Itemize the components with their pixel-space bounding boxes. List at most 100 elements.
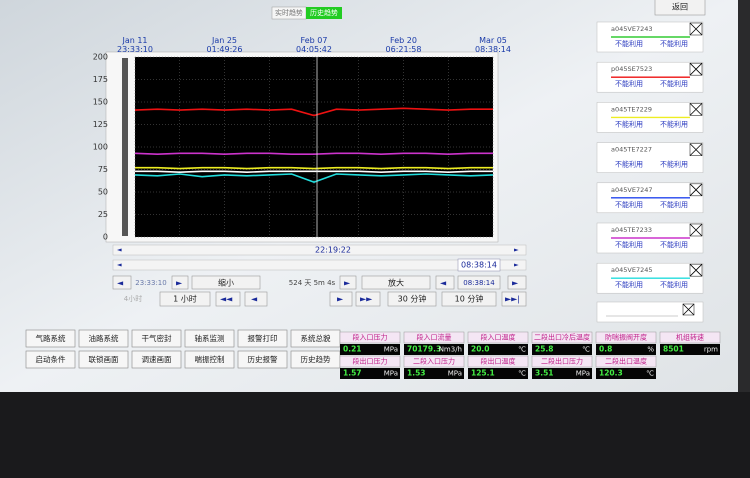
x-tick-label: Feb 20 06:21:58 <box>386 36 422 54</box>
reading-unit: ℃ <box>518 370 526 378</box>
nav-button[interactable] <box>25 329 76 348</box>
date: Mar 05 <box>479 36 507 45</box>
nav-label[interactable]: 报警打印 <box>248 333 278 343</box>
back-button[interactable] <box>654 0 706 16</box>
arrow[interactable]: ► <box>512 279 519 288</box>
reading-label: 段出口温度 <box>481 357 516 366</box>
close-x[interactable] <box>689 22 703 36</box>
nav-button[interactable] <box>131 329 182 348</box>
nav-label[interactable]: 气路系统 <box>36 333 66 343</box>
button[interactable] <box>191 275 261 290</box>
reading-unit: MPa <box>576 370 590 378</box>
arrow[interactable]: ► <box>514 262 519 269</box>
arrow[interactable]: ►► <box>360 295 373 304</box>
button[interactable] <box>457 275 501 290</box>
reading-value: 0.8 <box>599 345 612 354</box>
nav-label[interactable]: 历史报警 <box>248 354 278 364</box>
close-x[interactable] <box>689 143 703 156</box>
arrow[interactable]: ◄◄ <box>220 295 233 304</box>
close-x[interactable] <box>689 103 703 116</box>
arrow[interactable]: ►►| <box>505 295 520 304</box>
range-button[interactable]: 30 分钟 <box>398 294 427 304</box>
status-label: 不能利用 <box>660 39 688 48</box>
reading-unit: Nm3/h <box>439 346 462 354</box>
close-x[interactable] <box>689 263 703 277</box>
nav-button[interactable] <box>237 329 288 348</box>
arrow[interactable]: ◄ <box>117 262 122 269</box>
zoom-in[interactable]: 放大 <box>388 278 404 288</box>
status-label: 不能利用 <box>615 119 643 128</box>
button[interactable] <box>339 275 357 290</box>
button[interactable] <box>329 291 353 307</box>
legend-label: a045TE7233 <box>611 226 652 234</box>
range-button[interactable]: 10 分钟 <box>455 294 484 304</box>
nav-label[interactable]: 油路系统 <box>89 333 119 343</box>
status-label: 不能利用 <box>660 280 688 289</box>
nav-button[interactable] <box>78 350 129 369</box>
button[interactable] <box>501 291 527 307</box>
button[interactable] <box>435 275 455 290</box>
tab-label[interactable]: 实时趋势 <box>275 8 303 17</box>
arrow[interactable]: ◄ <box>117 279 124 288</box>
nav-button[interactable] <box>78 329 129 348</box>
status-label: 不能利用 <box>660 240 688 249</box>
arrow[interactable]: ◄ <box>117 247 122 254</box>
arrow[interactable]: ► <box>176 279 183 288</box>
back-label[interactable]: 返回 <box>672 3 688 12</box>
end-time: 08:38:14 <box>461 261 497 270</box>
scrollbar[interactable] <box>112 244 527 256</box>
button[interactable] <box>171 275 189 290</box>
button[interactable] <box>355 291 381 307</box>
nav-label[interactable]: 系统总貌 <box>301 333 331 343</box>
range-button[interactable]: 4小时 <box>124 294 142 303</box>
nav-button[interactable] <box>237 350 288 369</box>
arrow[interactable]: ► <box>514 247 519 254</box>
close-x[interactable] <box>689 183 703 197</box>
button[interactable] <box>441 291 497 307</box>
reading-label: 段入口流量 <box>417 333 452 342</box>
range-button[interactable]: 1 小时 <box>173 294 197 304</box>
nav-label[interactable]: 联锁画面 <box>89 354 119 364</box>
tab-active[interactable] <box>306 7 342 19</box>
end-box <box>457 258 501 272</box>
y-tick-label: 175 <box>93 75 108 84</box>
close-x[interactable] <box>689 62 703 76</box>
close-x[interactable] <box>682 303 695 316</box>
status-label: 不能利用 <box>615 240 643 249</box>
nav-label[interactable]: 干气密封 <box>142 333 172 343</box>
nav-label[interactable]: 历史趋势 <box>301 354 331 364</box>
button[interactable] <box>361 275 431 290</box>
reading-value: 0.21 <box>343 345 362 354</box>
button[interactable] <box>159 291 211 307</box>
nav-button[interactable] <box>184 329 235 348</box>
close-x[interactable] <box>689 223 703 237</box>
zoom-out[interactable]: 缩小 <box>218 278 234 288</box>
nav-button[interactable] <box>184 350 235 369</box>
reading-unit: ℃ <box>646 370 654 378</box>
scrollbar[interactable] <box>112 259 527 271</box>
button[interactable] <box>215 291 241 307</box>
nav-label[interactable]: 调速画面 <box>142 355 172 364</box>
arrow[interactable]: ◄ <box>440 279 447 288</box>
status-label: 不能利用 <box>615 160 643 169</box>
reading-value: 125.1 <box>471 369 495 378</box>
button[interactable] <box>387 291 437 307</box>
nav-button[interactable] <box>25 350 76 369</box>
button[interactable] <box>112 275 132 290</box>
reading-unit: ℃ <box>582 346 590 354</box>
arrow[interactable]: ◄ <box>251 295 258 304</box>
nav-button[interactable] <box>131 350 182 369</box>
status-label: 不能利用 <box>615 200 643 209</box>
reading-unit: MPa <box>384 346 398 354</box>
button[interactable] <box>507 275 527 290</box>
tab-label[interactable]: 历史趋势 <box>310 8 338 17</box>
button[interactable] <box>244 291 268 307</box>
nav-label[interactable]: 轴系监测 <box>195 333 225 343</box>
arrow[interactable]: ► <box>337 295 344 304</box>
reading-value: 8501 <box>663 345 684 354</box>
reading-label: 段入口压力 <box>353 333 388 342</box>
arrow[interactable]: ► <box>344 279 351 288</box>
nav-label[interactable]: 启动条件 <box>36 354 66 364</box>
nav-label[interactable]: 喘振控制 <box>195 354 225 364</box>
